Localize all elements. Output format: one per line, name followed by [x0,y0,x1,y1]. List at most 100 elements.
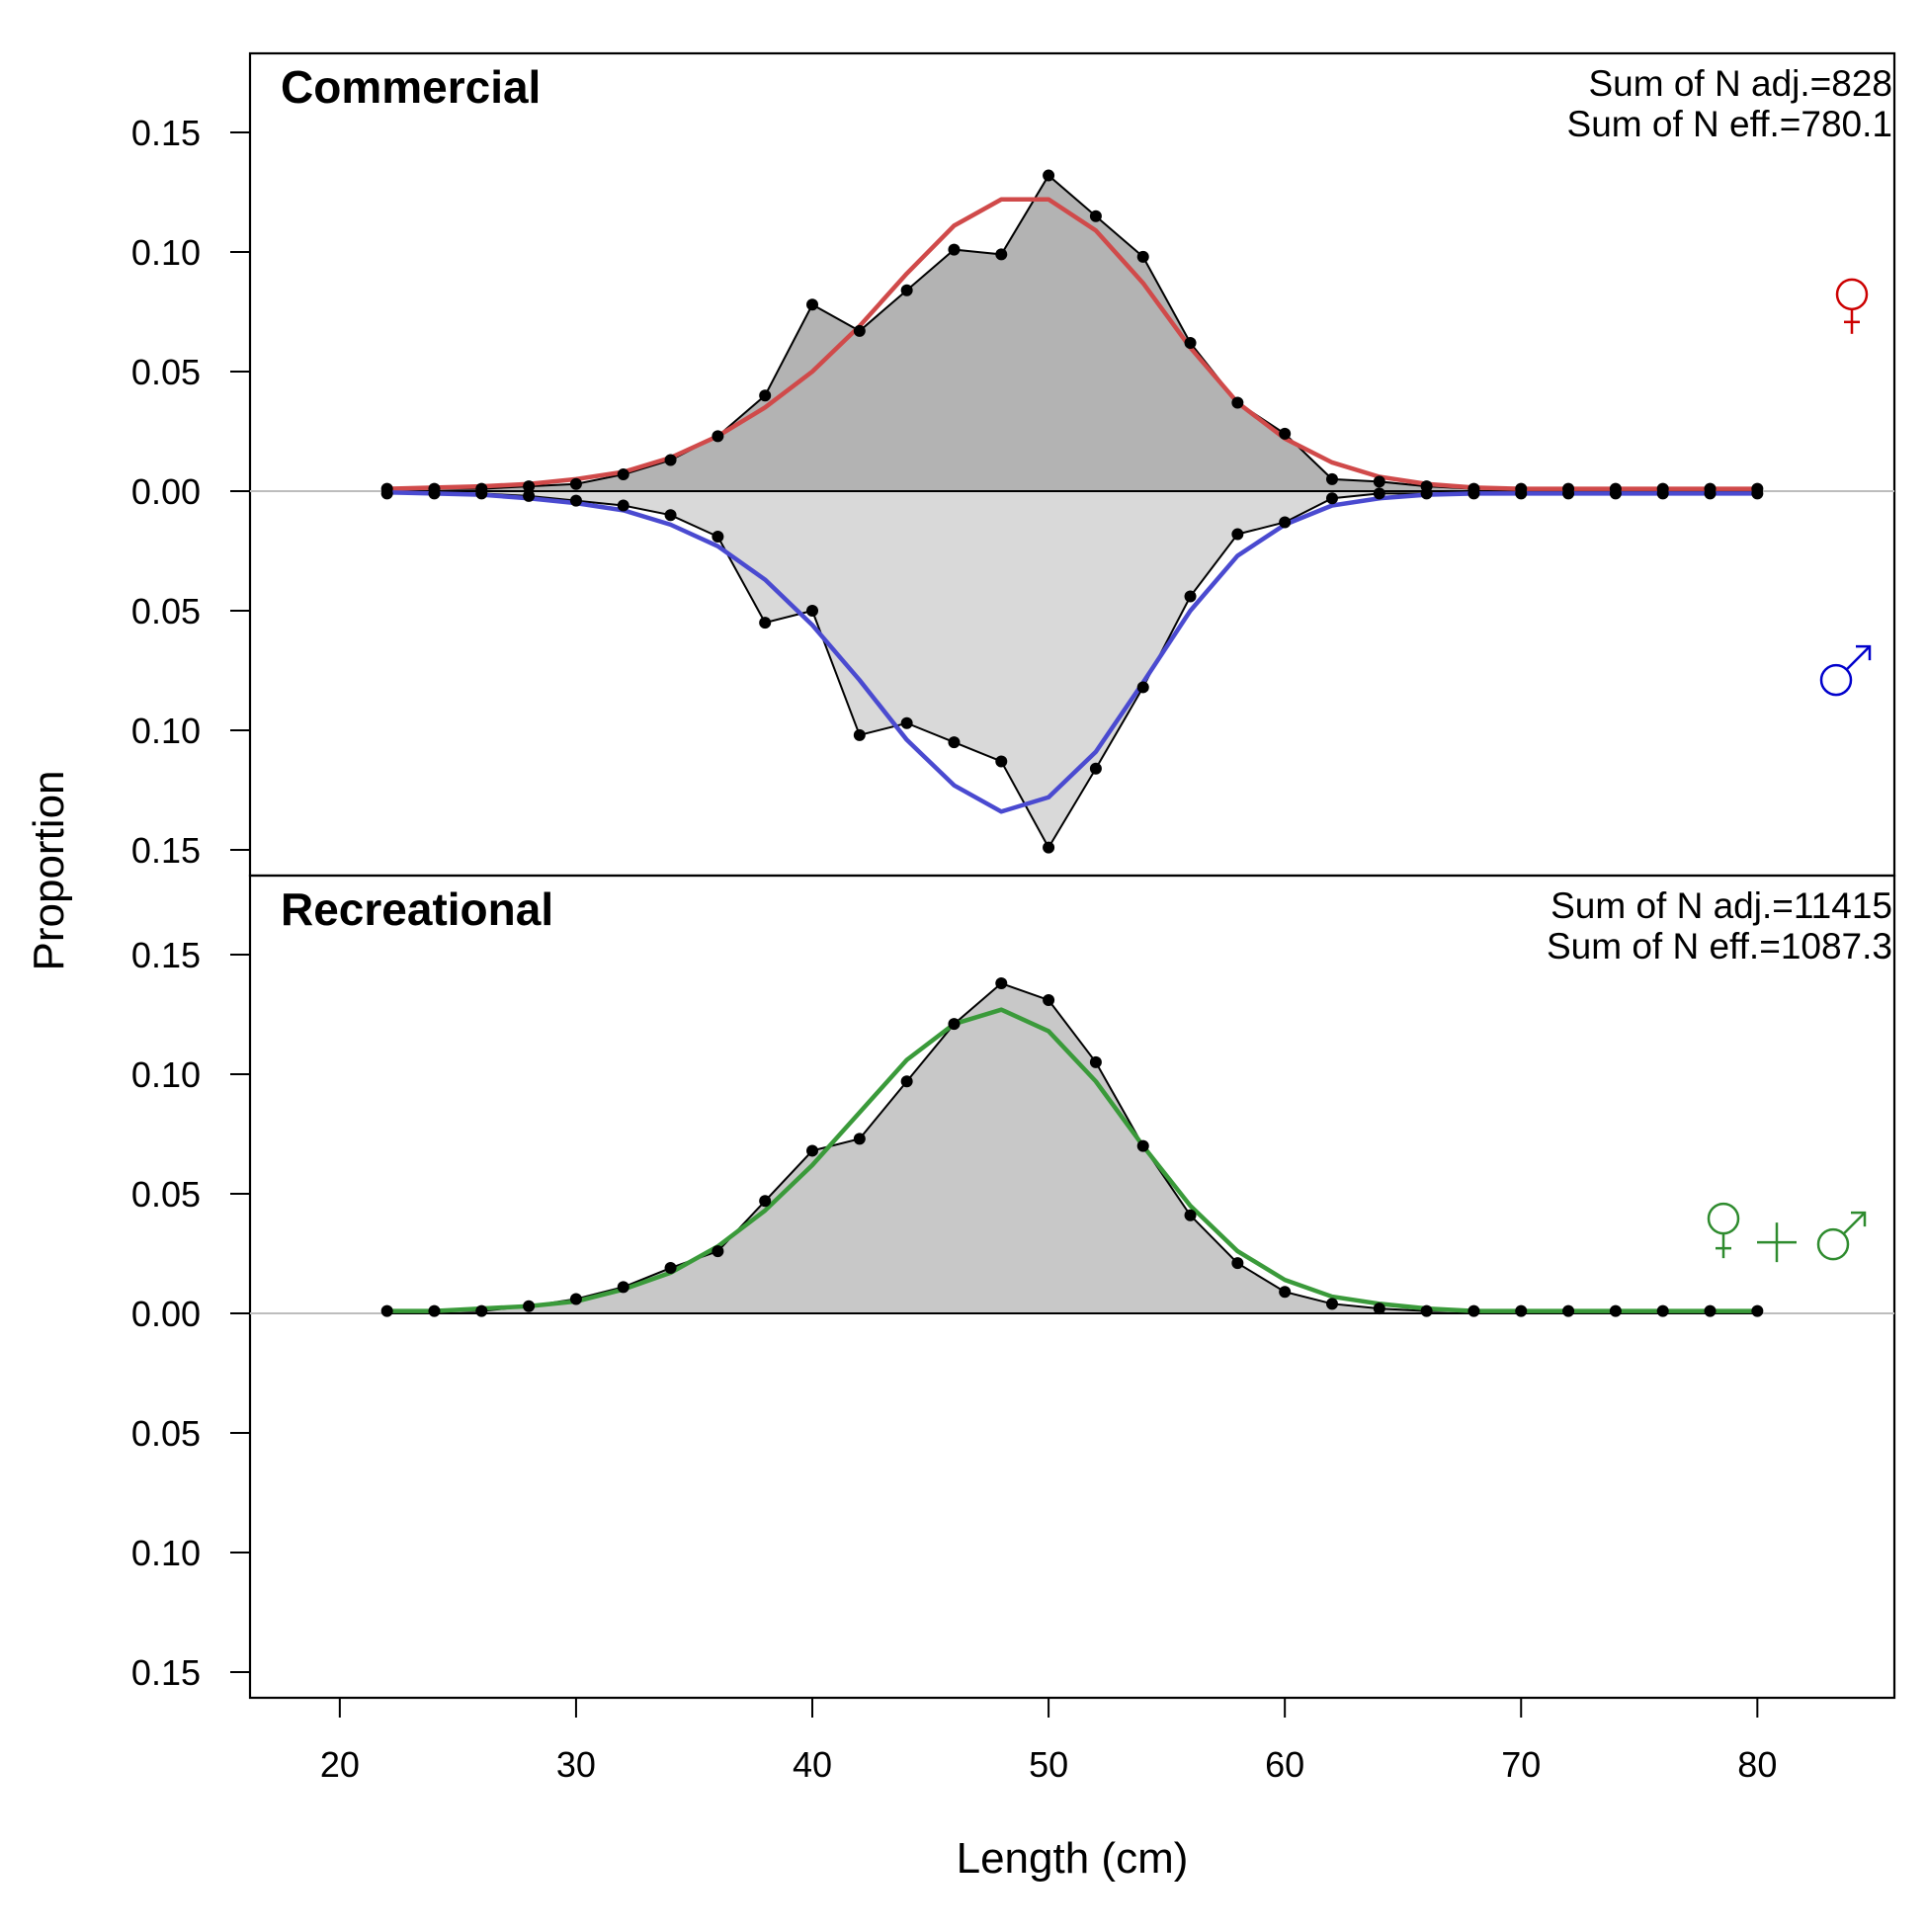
combined-observed-point [617,1281,629,1294]
male-expected-line [386,489,1758,814]
combined-observed-point [1656,1304,1669,1317]
male-symbol-icon [1819,644,1872,697]
male-observed-point [475,487,488,500]
x-axis-title: Length (cm) [957,1834,1189,1883]
male-observed-point [900,716,913,729]
combined-observed-point [1515,1304,1528,1317]
y-tick-label: 0.15 [131,935,201,975]
female-observed-point [995,248,1008,261]
combined-observed-point [1136,1139,1149,1152]
female-observed-point [1231,396,1244,409]
combined-observed-point [1373,1302,1385,1315]
combined-observed-point [759,1195,772,1208]
y-tick-label: 0.00 [131,1294,201,1334]
combined-observed-point [1420,1304,1433,1317]
combined-observed-point [428,1304,441,1317]
male-observed-point [428,487,441,500]
combined-expected-line [386,1007,1758,1313]
male-observed-point [1279,516,1292,529]
y-tick-label: 0.15 [131,113,201,153]
male-observed-point [1231,528,1244,541]
commercial-panel: 0.15 0.10 0.05 0.00 0.05 0.10 0.15 Commercial Su… [131,51,1896,878]
y-tick-label: 0.10 [131,711,201,751]
female-observed-point [617,468,629,481]
female-observed-point [806,298,819,311]
male-observed-point [853,728,866,741]
male-observed-point [523,489,536,502]
x-tick-label: 80 [1737,1744,1777,1785]
combined-observed-point [664,1262,677,1275]
male-observed-point [1609,487,1622,500]
female-observed-point [1373,475,1385,488]
combined-observed-point [1279,1286,1292,1299]
male-observed-point [1751,487,1764,500]
male-observed-area [386,491,1758,848]
male-symbol-ring [1819,663,1853,697]
combined-observed-point [523,1300,536,1312]
female-observed-point [523,480,536,493]
x-tick-label: 70 [1501,1744,1541,1785]
female-expected-line [386,197,1758,491]
female-symbol-icon [1835,278,1869,334]
male-observed-point [380,487,393,500]
x-tick-label: 40 [793,1744,832,1785]
male-observed-point [1420,487,1433,500]
male-symbol-arrow-shaft [1843,1212,1866,1235]
y-axis-title: Proportion [25,770,73,970]
x-tick-label: 60 [1265,1744,1304,1785]
male-symbol-arrow-head [1851,1211,1867,1227]
combined-observed-point [948,1018,961,1031]
y-tick-label: 0.05 [131,1413,201,1454]
recreational-panel: 0.15 0.10 0.05 0.00 0.05 0.10 0.15 Recreational… [131,874,1896,1700]
male-observed-point [664,509,677,522]
female-observed-point [948,243,961,256]
y-tick-label: 0.05 [131,591,201,631]
sample-size-label: Sum of N adj.=828 [1589,63,1893,104]
combined-observed-point [1562,1304,1575,1317]
female-observed-area [386,175,1758,491]
male-observed-point [1467,487,1480,500]
male-observed-point [1136,681,1149,694]
y-tick-label: 0.10 [131,1533,201,1573]
y-tick-label: 0.15 [131,830,201,871]
sample-size-label: Sum of N adj.=11415 [1550,885,1892,926]
male-observed-point [1515,487,1528,500]
male-observed-point [806,605,819,617]
female-observed-point [1325,472,1338,485]
panel-title: Commercial [281,61,541,113]
panel-frame [248,874,1896,1700]
combined-observed-area [386,983,1758,1313]
y-tick-label: 0.10 [131,232,201,273]
female-observed-point [1279,427,1292,440]
male-observed-point [1562,487,1575,500]
male-observed-point [1184,590,1197,603]
y-tick-label: 0.10 [131,1054,201,1095]
combined-observed-point [1184,1209,1197,1221]
male-symbol-arrow-head [1856,644,1872,661]
female-symbol-ring [1707,1202,1740,1235]
female-observed-point [853,324,866,337]
combined-observed-point [569,1293,582,1305]
combined-sex-symbol-icon [1707,1202,1867,1263]
female-observed-point [664,454,677,466]
combined-observed-point [995,977,1008,990]
female-observed-point [569,477,582,490]
female-observed-point [1184,336,1197,349]
combined-observed-point [1704,1304,1717,1317]
male-observed-point [1656,487,1669,500]
sample-size-label: Sum of N eff.=1087.3 [1547,926,1892,966]
combined-observed-point [1231,1257,1244,1270]
combined-observed-point [1609,1304,1622,1317]
combined-observed-point [853,1133,866,1145]
male-observed-point [712,530,724,543]
x-tick-label: 50 [1029,1744,1068,1785]
male-observed-point [617,499,629,512]
combined-observed-point [806,1144,819,1157]
female-observed-point [712,430,724,443]
y-tick-label: 0.15 [131,1652,201,1693]
female-observed-point [1089,210,1102,222]
panel-title: Recreational [281,883,553,935]
y-tick-label: 0.05 [131,1174,201,1215]
